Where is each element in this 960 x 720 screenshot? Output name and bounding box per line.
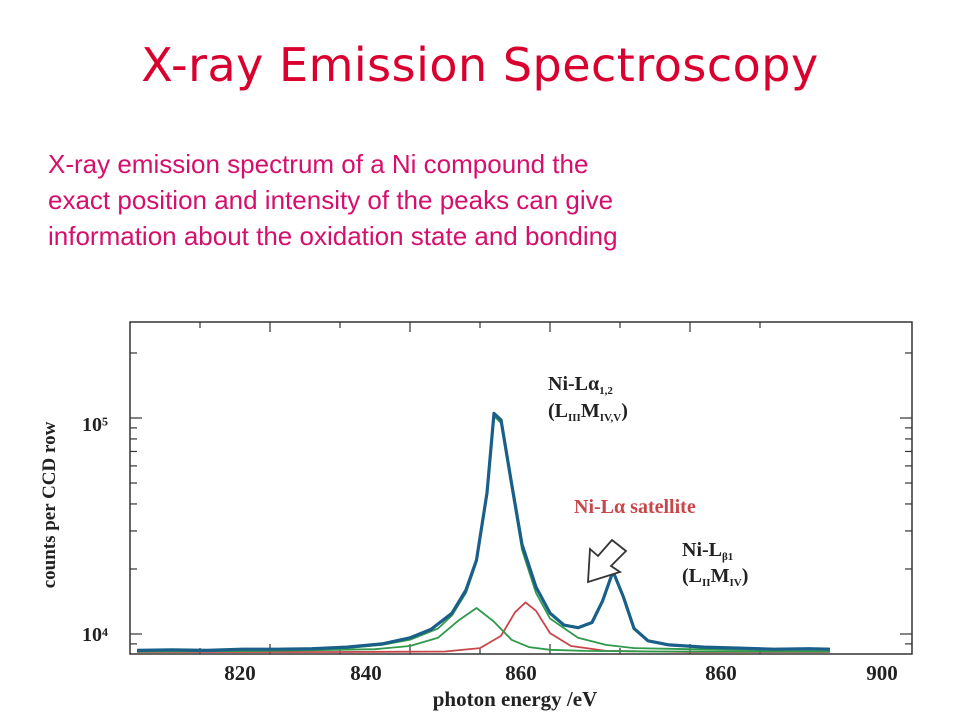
y-tick-label: 10⁴ [82,624,108,646]
spectrum-line [136,411,831,653]
svg-text:(LIIMIV): (LIIMIV) [682,565,748,589]
series-layer [136,411,831,653]
satellite-arrow [587,538,628,584]
svg-text:Ni-Lβ1: Ni-Lβ1 [682,539,733,563]
x-tick-label: 860 [705,661,737,685]
x-tick-label: 840 [350,661,382,685]
annotation-ni-la12: Ni-Lα1,2 (LIIIMIV,V) [548,373,628,424]
annotation-ni-lb1: Ni-Lβ1 (LIIMIV) [682,539,748,589]
svg-text:(LIIIMIV,V): (LIIIMIV,V) [548,400,628,424]
slide-body: X-ray emission spectrum of a Ni compound… [48,146,928,254]
body-line: information about the oxidation state an… [48,221,618,251]
x-axis-label: photon energy /eV [433,687,598,711]
x-tick-label: 900 [866,661,898,685]
x-tick-label: 820 [224,661,256,685]
body-line: exact position and intensity of the peak… [48,185,614,215]
slide-title: X-ray Emission Spectroscopy [141,38,819,92]
plot-frame [129,321,913,655]
svg-text:Ni-Lα1,2: Ni-Lα1,2 [548,373,613,397]
y-axis-label: counts per CCD row [39,421,60,588]
body-line: X-ray emission spectrum of a Ni compound… [48,149,589,179]
annotation-satellite: Ni-Lα satellite [574,496,696,518]
fit-component-line [136,607,830,653]
x-tick-labels: 820 840 860 860 900 [224,661,898,685]
spectrum-chart: 820 840 860 860 900 photon energy /eV co… [39,321,913,711]
y-tick-label: 10⁵ [82,414,108,436]
x-tick-label: 860 [505,661,537,685]
